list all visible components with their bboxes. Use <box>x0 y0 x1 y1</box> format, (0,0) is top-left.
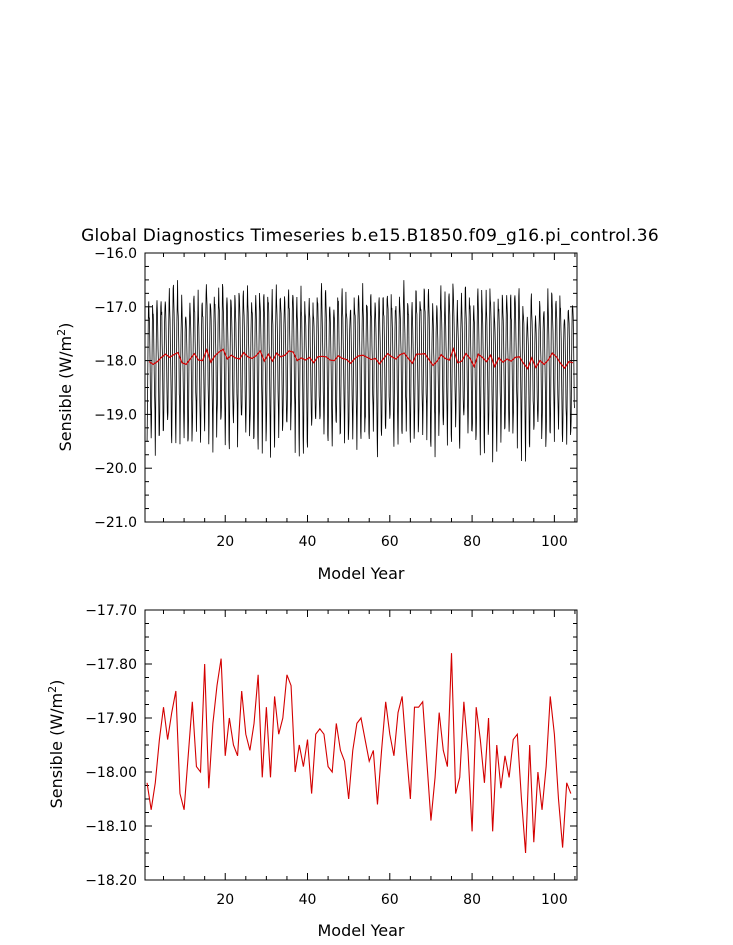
bottom-annual-mean-line <box>146 653 572 854</box>
top-monthly-line <box>146 280 575 463</box>
bottom-x-ticks: 20 40 60 80 100 <box>163 610 576 908</box>
bottom-x-axis-label: Model Year <box>318 921 405 940</box>
bottom-x-tick-label: 40 <box>299 892 317 908</box>
top-y-tick-label: −17.0 <box>94 300 137 316</box>
top-y-axis-label: Sensible (W/m2) <box>55 323 75 452</box>
bottom-y-tick-label: −18.10 <box>85 819 137 835</box>
bottom-y-tick-label: −18.20 <box>85 873 137 889</box>
top-x-ticks: 20 40 60 80 100 <box>163 253 576 550</box>
bottom-chart: 20 40 60 80 100 −18.20 −18.10 −18.00 −17.90 −17.… <box>46 603 578 940</box>
top-y-ticks: −21.0 −20.0 −19.0 −18.0 −17.0 −16.0 <box>94 246 577 531</box>
top-x-tick-label: 40 <box>299 534 317 550</box>
top-y-tick-label: −16.0 <box>94 246 137 262</box>
top-monthly-series <box>146 280 575 463</box>
bottom-x-tick-label: 60 <box>381 892 399 908</box>
top-x-tick-label: 100 <box>541 534 568 550</box>
top-x-axis-label: Model Year <box>318 564 405 583</box>
bottom-y-ticks: −18.20 −18.10 −18.00 −17.90 −17.80 −17.70 <box>85 603 577 889</box>
top-x-tick-label: 20 <box>216 534 234 550</box>
bottom-y-tick-label: −17.90 <box>85 711 137 727</box>
top-y-tick-label: −20.0 <box>94 461 137 477</box>
chart-title: Global Diagnostics Timeseries b.e15.B185… <box>81 226 659 246</box>
bottom-y-tick-label: −18.00 <box>85 765 137 781</box>
bottom-y-axis-label: Sensible (W/m2) <box>46 680 66 809</box>
bottom-x-tick-label: 80 <box>463 892 481 908</box>
top-x-tick-label: 60 <box>381 534 399 550</box>
top-y-tick-label: −19.0 <box>94 407 137 423</box>
top-y-tick-label: −18.0 <box>94 354 137 370</box>
bottom-x-tick-label: 20 <box>216 892 234 908</box>
top-y-tick-label: −21.0 <box>94 515 137 531</box>
top-annual-mean-line <box>148 346 574 370</box>
bottom-y-tick-label: −17.80 <box>85 657 137 673</box>
bottom-y-tick-label: −17.70 <box>85 603 137 619</box>
top-x-tick-label: 80 <box>463 534 481 550</box>
bottom-x-tick-label: 100 <box>541 892 568 908</box>
top-chart: Global Diagnostics Timeseries b.e15.B185… <box>55 226 659 583</box>
